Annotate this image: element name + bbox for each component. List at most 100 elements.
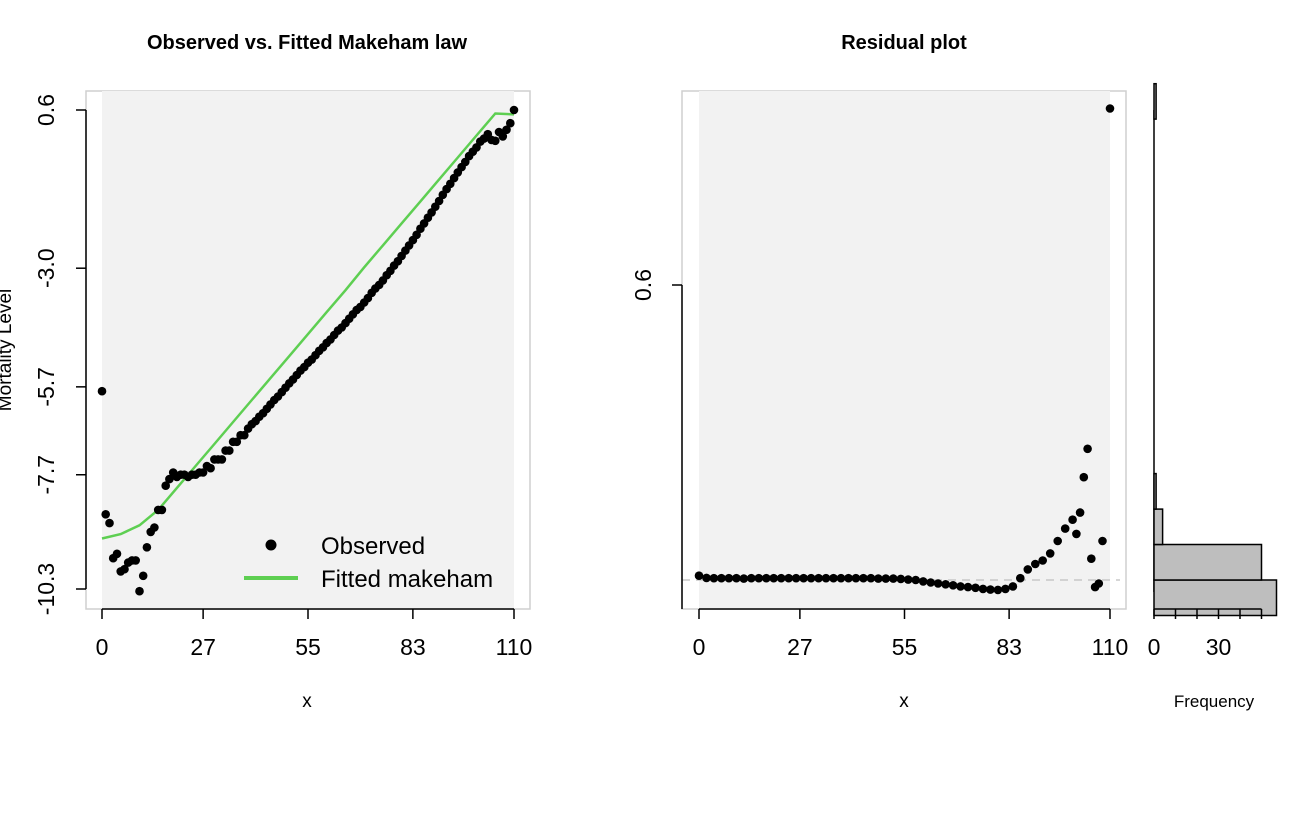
left-plot-background <box>102 91 514 609</box>
histogram-bar <box>1153 508 1164 546</box>
right-plot-background <box>699 91 1110 609</box>
fitted-makeham-line <box>101 112 515 540</box>
residual-point <box>814 573 823 583</box>
residual-point <box>1001 584 1010 594</box>
residual-point <box>866 573 876 583</box>
residual-point <box>769 573 778 583</box>
observed-point <box>217 455 227 464</box>
histogram-bar <box>1153 82 1157 120</box>
left-legend: Observed Fitted makeham <box>244 533 493 593</box>
left-x-tick-label: 55 <box>295 634 321 660</box>
observed-point <box>434 196 444 206</box>
observed-point <box>161 481 170 491</box>
residual-point <box>948 581 958 590</box>
observed-point <box>157 505 167 515</box>
residual-point <box>1045 549 1055 558</box>
residual-point <box>717 573 726 583</box>
residual-point <box>971 583 980 593</box>
left-y-tick-label: -7.7 <box>33 455 59 495</box>
residual-point <box>836 573 846 583</box>
residual-point <box>1098 536 1107 546</box>
left-x-tick-label: 83 <box>400 634 426 660</box>
observed-point <box>120 564 129 574</box>
residual-point <box>963 582 973 592</box>
histogram-bar <box>1153 543 1263 581</box>
left-y-tick-label: -10.3 <box>33 563 59 615</box>
residual-point <box>978 584 988 594</box>
fitted-makeham-series <box>101 112 515 540</box>
residual-series <box>694 104 1115 595</box>
residual-point <box>1016 573 1025 583</box>
residual-point <box>859 573 868 583</box>
left-chart-title: Observed vs. Fitted Makeham law <box>147 32 468 54</box>
right-x-tick-label: 0 <box>693 634 706 660</box>
residual-point <box>896 574 906 584</box>
right-chart-title: Residual plot <box>841 32 967 54</box>
residual-point <box>1023 565 1033 574</box>
histogram-bar <box>1153 579 1278 617</box>
residual-point <box>881 574 891 583</box>
histogram-bar <box>1153 472 1157 510</box>
residual-point <box>933 579 943 588</box>
observed-point <box>206 463 215 473</box>
residual-point <box>1083 444 1092 454</box>
residual-point <box>829 573 838 583</box>
observed-point <box>165 474 174 484</box>
observed-point <box>112 549 122 559</box>
observed-point <box>506 118 515 128</box>
left-y-tick-label: 0.6 <box>33 94 59 126</box>
residual-point <box>776 573 786 583</box>
residual-point <box>889 574 898 583</box>
residual-point <box>993 585 1003 595</box>
legend-label-observed: Observed <box>321 533 425 560</box>
observed-point <box>105 518 114 528</box>
residual-point <box>1079 472 1089 482</box>
histogram-bars <box>1153 82 1278 617</box>
residual-point <box>1008 582 1018 591</box>
right-x-tick-label: 110 <box>1092 634 1129 660</box>
right-y-tick-label: 0.6 <box>630 269 656 301</box>
residual-point <box>1068 515 1077 524</box>
observed-point <box>142 543 152 552</box>
legend-marker-observed <box>265 539 277 551</box>
observed-point <box>101 510 110 519</box>
right-x-axis: 0 27 55 83 110 <box>693 608 1129 660</box>
residual-point <box>791 573 801 583</box>
residual-point <box>739 574 749 583</box>
residual-point <box>1038 556 1047 565</box>
residual-point <box>911 575 920 585</box>
observed-point <box>509 105 519 115</box>
residual-point <box>986 585 995 594</box>
residual-point <box>784 573 793 583</box>
observed-point <box>131 556 140 565</box>
left-x-tick-label: 27 <box>190 634 216 660</box>
residual-point <box>941 580 950 589</box>
residual-point <box>1053 536 1062 546</box>
histogram-tick-label: 0 <box>1148 634 1161 660</box>
left-x-axis: 0 27 55 83 110 <box>96 608 533 660</box>
left-x-tick-label: 0 <box>96 634 109 660</box>
residual-point <box>747 573 756 583</box>
residual-point <box>1105 104 1115 113</box>
observed-point <box>225 446 234 455</box>
residual-point <box>732 573 741 583</box>
residual-point <box>724 573 734 583</box>
left-x-axis-label: x <box>302 691 312 712</box>
observed-point <box>97 386 107 396</box>
observed-point <box>138 571 148 581</box>
residual-point <box>851 573 861 583</box>
residual-point <box>762 573 771 583</box>
observed-point <box>502 125 511 135</box>
residual-point <box>754 573 764 583</box>
residual-point <box>1094 579 1104 588</box>
left-y-axis-label: Mortality Level <box>0 289 16 412</box>
residual-histogram: 0 30 Frequency <box>1148 82 1278 711</box>
observed-point <box>150 523 159 532</box>
histogram-x-axis: 0 30 <box>1148 608 1263 660</box>
left-x-tick-label: 110 <box>496 634 533 660</box>
residual-point <box>956 582 965 591</box>
observed-point <box>232 437 242 447</box>
observed-point <box>491 136 500 146</box>
right-x-axis-label: x <box>899 691 909 712</box>
residual-point <box>694 571 704 580</box>
